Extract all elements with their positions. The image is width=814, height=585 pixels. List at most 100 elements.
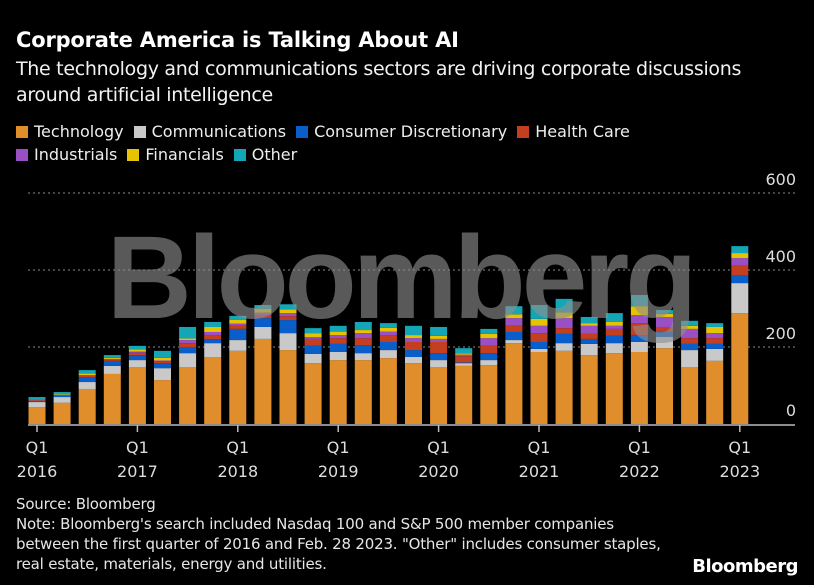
x-tick-label-quarter: Q1 bbox=[628, 438, 651, 457]
bar-segment-health-care bbox=[580, 333, 598, 339]
bar-segment-technology bbox=[204, 357, 222, 424]
bar-segment-other bbox=[656, 310, 673, 314]
y-tick-label: 0 bbox=[786, 401, 796, 420]
y-tick-label: 200 bbox=[765, 324, 796, 343]
bar-segment-health-care bbox=[480, 345, 498, 354]
bar-segment-consumer-discretionary bbox=[555, 333, 573, 344]
bloomberg-logo: Bloomberg bbox=[692, 556, 798, 577]
bar-segment-other bbox=[354, 321, 372, 331]
x-tick-label-year: 2017 bbox=[117, 462, 158, 481]
bar-segment-communications bbox=[505, 340, 523, 344]
legend-item: Technology bbox=[16, 120, 124, 143]
bar-stack bbox=[530, 305, 548, 424]
bar-segment-financials bbox=[379, 327, 397, 332]
bar-stack bbox=[204, 321, 222, 424]
bar-segment-financials bbox=[605, 321, 623, 326]
bar-segment-other bbox=[179, 326, 197, 339]
bar-segment-communications bbox=[179, 353, 197, 368]
bar-segment-health-care bbox=[304, 338, 322, 346]
bar-segment-industrials bbox=[379, 331, 397, 336]
bar-segment-consumer-discretionary bbox=[430, 353, 448, 361]
bar-segment-communications bbox=[430, 360, 448, 368]
bar-segment-other bbox=[706, 323, 724, 327]
bar-segment-financials bbox=[103, 357, 121, 359]
bar-stack bbox=[103, 355, 121, 424]
x-tick-label-quarter: Q1 bbox=[728, 438, 751, 457]
bar-segment-consumer-discretionary bbox=[681, 343, 699, 351]
bar-segment-technology bbox=[530, 352, 548, 424]
bar-segment-consumer-discretionary bbox=[154, 363, 171, 369]
bar-segment-other bbox=[555, 298, 573, 313]
bar-segment-communications bbox=[480, 360, 498, 366]
bar-stack bbox=[254, 305, 272, 424]
bar-segment-health-care bbox=[455, 356, 473, 363]
bar-segment-consumer-discretionary bbox=[53, 395, 71, 398]
bar-segment-financials bbox=[304, 333, 322, 337]
legend-label: Health Care bbox=[535, 122, 630, 141]
bar-segment-consumer-discretionary bbox=[354, 345, 372, 354]
note-text: Note: Bloomberg's search included Nasdaq… bbox=[16, 515, 661, 573]
bar-segment-health-care bbox=[706, 338, 724, 344]
bar-stack bbox=[430, 326, 448, 424]
legend-item: Consumer Discretionary bbox=[296, 120, 507, 143]
legend-swatch bbox=[127, 149, 140, 161]
bar-stack bbox=[354, 321, 372, 424]
bar-segment-other bbox=[28, 397, 46, 400]
bar-segment-health-care bbox=[530, 333, 548, 342]
bar-segment-industrials bbox=[605, 325, 623, 329]
bar-segment-technology bbox=[555, 350, 573, 424]
bar-segment-health-care bbox=[430, 341, 448, 354]
bar-segment-industrials bbox=[179, 340, 197, 344]
bar-stack bbox=[605, 313, 623, 424]
bar-stack bbox=[630, 295, 648, 424]
bar-segment-other bbox=[605, 313, 623, 322]
bar-segment-technology bbox=[480, 365, 498, 424]
bar-segment-technology bbox=[379, 358, 397, 424]
bar-segment-consumer-discretionary bbox=[103, 360, 121, 366]
bar-segment-health-care bbox=[254, 315, 272, 319]
legend-item: Communications bbox=[133, 120, 286, 143]
bar-segment-health-care bbox=[28, 400, 46, 402]
bar-segment-consumer-discretionary bbox=[379, 341, 397, 351]
legend-swatch bbox=[296, 126, 309, 138]
bar-segment-health-care bbox=[656, 326, 673, 332]
bar-stack bbox=[656, 310, 673, 424]
bar-segment-industrials bbox=[505, 318, 523, 326]
bar-segment-industrials bbox=[681, 328, 699, 339]
legend-label: Other bbox=[251, 145, 298, 164]
bar-segment-consumer-discretionary bbox=[128, 355, 146, 361]
bar-segment-technology bbox=[103, 373, 121, 424]
bar-segment-other bbox=[329, 325, 347, 332]
bar-segment-communications bbox=[329, 352, 347, 361]
bar-stack bbox=[455, 348, 473, 424]
bar-segment-consumer-discretionary bbox=[605, 335, 623, 344]
bar-segment-financials bbox=[580, 323, 598, 326]
bar-segment-industrials bbox=[580, 325, 598, 334]
y-tick-label: 600 bbox=[765, 170, 796, 189]
bar-segment-consumer-discretionary bbox=[254, 318, 272, 327]
bar-segment-financials bbox=[555, 312, 573, 319]
bar-segment-technology bbox=[455, 365, 473, 424]
bar-segment-industrials bbox=[279, 313, 297, 317]
legend-item: Other bbox=[233, 143, 298, 166]
bar-segment-industrials bbox=[656, 316, 673, 327]
bar-segment-other bbox=[455, 348, 473, 354]
bar-segment-communications bbox=[605, 343, 623, 354]
bar-segment-health-care bbox=[329, 338, 347, 344]
bar-segment-financials bbox=[204, 326, 222, 332]
bar-segment-communications bbox=[204, 343, 222, 358]
y-tick-label: 400 bbox=[765, 247, 796, 266]
bar-stack bbox=[179, 326, 197, 424]
bar-segment-technology bbox=[78, 388, 96, 424]
bar-segment-communications bbox=[630, 341, 648, 353]
bar-segment-health-care bbox=[229, 325, 247, 329]
bar-segment-other bbox=[279, 304, 297, 310]
bar-segment-communications bbox=[154, 368, 171, 381]
chart-title: Corporate America is Talking About AI bbox=[16, 28, 459, 52]
bar-segment-other bbox=[254, 305, 272, 309]
legend-item: Health Care bbox=[517, 120, 630, 143]
bar-segment-industrials bbox=[630, 315, 648, 324]
bar-stack bbox=[555, 298, 573, 424]
bar-segment-financials bbox=[681, 325, 699, 329]
